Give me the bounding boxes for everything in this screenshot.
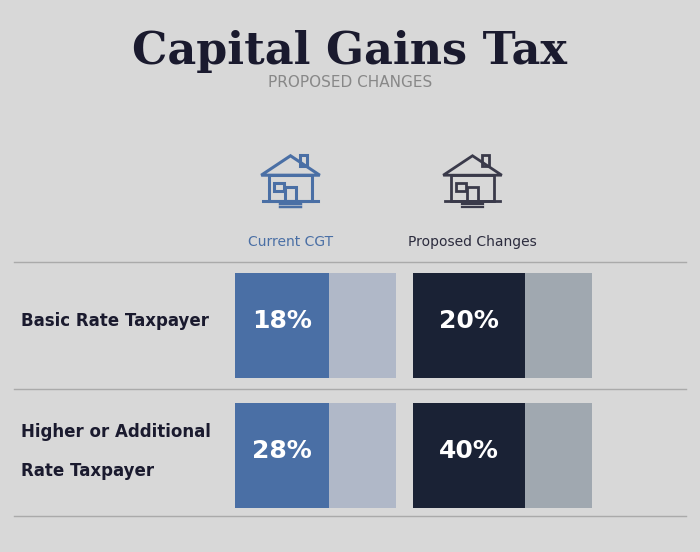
Text: PROPOSED CHANGES: PROPOSED CHANGES [268,75,432,89]
Text: 18%: 18% [252,309,312,333]
FancyBboxPatch shape [329,273,396,378]
FancyBboxPatch shape [525,273,592,378]
Text: Rate Taxpayer: Rate Taxpayer [21,462,154,480]
Text: Capital Gains Tax: Capital Gains Tax [132,30,568,73]
FancyBboxPatch shape [413,273,525,378]
FancyBboxPatch shape [525,403,592,508]
FancyBboxPatch shape [329,403,396,508]
FancyBboxPatch shape [234,403,329,508]
Text: Current CGT: Current CGT [248,235,333,249]
FancyBboxPatch shape [413,403,525,508]
Text: 28%: 28% [252,439,312,463]
FancyBboxPatch shape [234,273,329,378]
Text: 40%: 40% [439,439,499,463]
Text: Higher or Additional: Higher or Additional [21,423,211,441]
Text: Basic Rate Taxpayer: Basic Rate Taxpayer [21,312,209,330]
Text: Proposed Changes: Proposed Changes [408,235,537,249]
Text: 20%: 20% [439,309,499,333]
